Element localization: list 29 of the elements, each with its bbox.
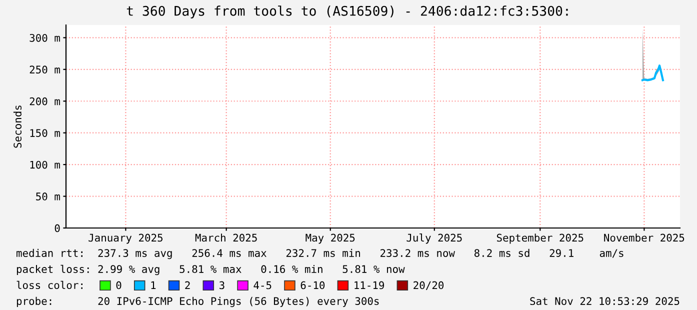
legend-label: 11-19 bbox=[354, 281, 384, 290]
legend-title: loss color: bbox=[16, 280, 82, 290]
y-tick-label: 250 m bbox=[30, 66, 60, 74]
y-tick-label: 0 bbox=[54, 224, 60, 232]
text: median rtt: 237.3 ms avg 256.4 ms max 232.7 ms min 233.2 ms now 8.2 ms sd 29.1 am/s bbox=[16, 248, 624, 260]
legend-label: 0 bbox=[116, 281, 122, 290]
text: packet loss: 2.99 % avg 5.81 % max 0.16 % min 5.81 % now bbox=[16, 264, 405, 276]
x-tick-label: May 2025 bbox=[306, 234, 355, 244]
y-axis-title: Seconds bbox=[13, 106, 22, 148]
x-tick-label: March 2025 bbox=[195, 234, 257, 242]
legend-label: 3 bbox=[220, 281, 224, 290]
x-tick-label: September 2025 bbox=[496, 234, 584, 244]
x-tick-label: November 2025 bbox=[604, 234, 684, 242]
y-tick-label: 200 m bbox=[30, 97, 60, 106]
chart-title: t 360 Days from tools to (AS16509) - 2406:da12:fc3:5300: bbox=[126, 6, 568, 18]
legend-label: 20/20 bbox=[414, 281, 444, 290]
y-tick-label: 100 m bbox=[30, 160, 60, 169]
text: Sat Nov 22 10:53:29 2025 bbox=[530, 297, 680, 306]
line-series bbox=[641, 64, 664, 82]
legend-label: 6-10 bbox=[300, 281, 325, 290]
y-tick-label: 50 m bbox=[36, 192, 60, 200]
legend-label: 2 bbox=[185, 281, 190, 290]
legend-label: 4-5 bbox=[254, 281, 272, 290]
legend-label: 1 bbox=[151, 281, 156, 290]
y-tick-label: 150 m bbox=[30, 129, 60, 137]
x-tick-label: July 2025 bbox=[406, 234, 462, 244]
text: probe: 20 IPv6-ICMP Echo Pings (56 Bytes) every 300s bbox=[16, 296, 379, 308]
y-tick-label: 300 m bbox=[30, 34, 60, 42]
x-tick-label: January 2025 bbox=[88, 234, 162, 244]
